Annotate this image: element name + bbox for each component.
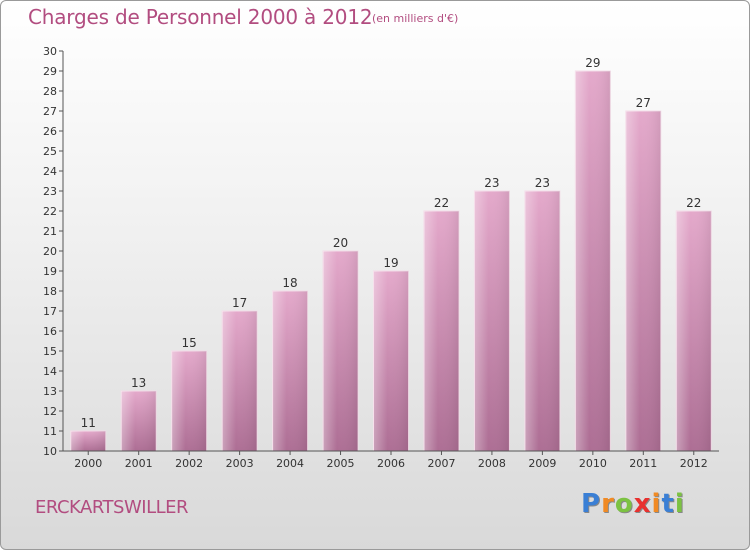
y-tick-label: 11 <box>43 425 57 438</box>
bar-shade <box>70 431 106 451</box>
logo-letter: x <box>633 489 652 519</box>
bar-shade <box>171 351 207 451</box>
bar-shade <box>575 71 611 451</box>
x-tick-label: 2002 <box>175 457 203 470</box>
bar-value-label: 11 <box>81 416 96 430</box>
bar-shade <box>625 111 661 451</box>
y-tick-label: 25 <box>43 145 57 158</box>
x-tick-label: 2006 <box>377 457 405 470</box>
x-tick-label: 2008 <box>478 457 506 470</box>
y-tick-label: 24 <box>43 165 57 178</box>
x-tick-label: 2011 <box>629 457 657 470</box>
y-tick-label: 20 <box>43 245 57 258</box>
bar-value-label: 23 <box>484 176 499 190</box>
x-tick-label: 2005 <box>327 457 355 470</box>
bar-value-label: 29 <box>585 56 600 70</box>
x-tick-label: 2004 <box>276 457 304 470</box>
bar-value-label: 17 <box>232 296 247 310</box>
y-tick-label: 30 <box>43 45 57 58</box>
bar-value-label: 22 <box>434 196 449 210</box>
bar-value-label: 22 <box>686 196 701 210</box>
bar-shade <box>323 251 359 451</box>
y-tick-label: 13 <box>43 385 57 398</box>
bar-value-label: 13 <box>131 376 146 390</box>
bar-shade <box>121 391 157 451</box>
bar-shade <box>222 311 258 451</box>
x-tick-label: 2012 <box>680 457 708 470</box>
y-axis: 10 11 12 13 14 15 16 17 18 19 20 21 22 23 24 25 26 27 28 29… <box>43 45 64 458</box>
chart-subtitle: (en milliers d'€) <box>372 12 459 25</box>
bar-value-label: 27 <box>636 96 651 110</box>
bar-value-label: 23 <box>535 176 550 190</box>
y-tick-label: 22 <box>43 205 57 218</box>
y-tick-label: 27 <box>43 105 57 118</box>
bar-value-label: 19 <box>383 256 398 270</box>
y-tick-label: 12 <box>43 405 57 418</box>
y-tick-label: 21 <box>43 225 57 238</box>
bar-value-label: 18 <box>282 276 297 290</box>
bar-shade <box>373 271 409 451</box>
logo-letter: i <box>674 489 685 519</box>
y-tick-label: 28 <box>43 85 57 98</box>
y-tick-label: 16 <box>43 325 57 338</box>
bar-value-label: 20 <box>333 236 348 250</box>
logo-letter: t <box>661 489 675 519</box>
bar-shade <box>474 191 510 451</box>
x-tick-label: 2003 <box>226 457 254 470</box>
y-tick-label: 15 <box>43 345 57 358</box>
y-tick-label: 23 <box>43 185 57 198</box>
x-axis: 2000 2001 2002 2003 2004 2005 2006 2007 2008 2009… <box>63 450 719 470</box>
y-tick-label: 18 <box>43 285 57 298</box>
bars: 11 13 15 17 18 20 19 22 23 23 29 27 22 <box>70 56 712 452</box>
bar-shade <box>272 291 308 451</box>
x-tick-label: 2009 <box>528 457 556 470</box>
x-tick-label: 2007 <box>427 457 455 470</box>
x-tick-label: 2000 <box>74 457 102 470</box>
bar-shade <box>676 211 712 451</box>
proxiti-logo: Proxiti <box>581 489 685 519</box>
bar-value-label: 15 <box>182 336 197 350</box>
y-tick-label: 19 <box>43 265 57 278</box>
logo-letter: P <box>581 489 602 519</box>
logo-letter: o <box>614 489 634 519</box>
x-tick-label: 2010 <box>579 457 607 470</box>
logo-letter: r <box>601 489 615 519</box>
bar-shade <box>423 211 459 451</box>
x-tick-label: 2001 <box>125 457 153 470</box>
chart-title: Charges de Personnel 2000 à 2012 <box>28 5 373 29</box>
y-tick-label: 14 <box>43 365 57 378</box>
y-tick-label: 26 <box>43 125 57 138</box>
bar-shade <box>524 191 560 451</box>
commune-name: ERCKARTSWILLER <box>35 497 189 518</box>
y-tick-label: 17 <box>43 305 57 318</box>
y-tick-label: 10 <box>43 445 57 458</box>
y-tick-label: 29 <box>43 65 57 78</box>
logo-letter: i <box>651 489 662 519</box>
